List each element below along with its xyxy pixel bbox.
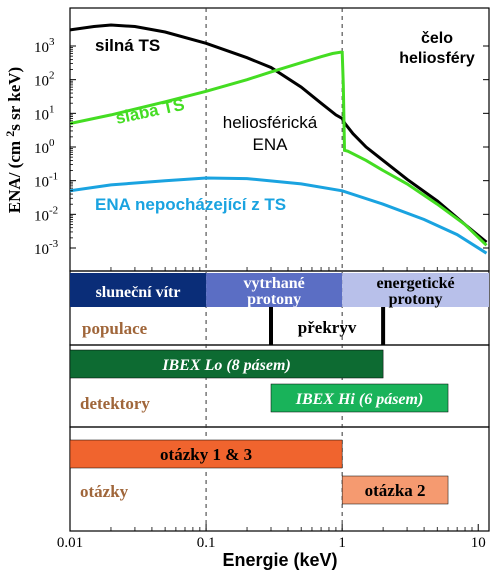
overlap-bracket: překryv [268, 307, 386, 345]
population-band: sluneční vítr vytrhané protony energetické p… [70, 273, 489, 308]
question-bar-0 [69, 439, 343, 469]
y-tick-label-4: 10-1 [34, 171, 58, 191]
population-seg-1 [206, 273, 343, 307]
heliosphere-ena-label: heliosférická ENA [223, 113, 318, 154]
heliopause-label: čelo heliosféry [399, 30, 475, 67]
series-line-0 [70, 23, 488, 244]
detectors-band: IBEX Lo (8 pásem) IBEX Hi (6 pásem) [69, 349, 449, 413]
detectors-title: detektory [80, 394, 150, 413]
x-tick-label-1: 0.1 [197, 535, 216, 551]
y-tick-label-2: 101 [34, 103, 55, 123]
detector-bar-0 [69, 349, 384, 379]
questions-band: otázky 1 & 3 otázka 2 [69, 439, 449, 505]
question-bar-1 [341, 475, 449, 505]
questions-title: otázky [80, 482, 129, 501]
y-axis-label: ENA/ (cm 2s sr keV) [3, 67, 24, 213]
y-tick-label-1: 102 [34, 70, 55, 90]
x-axis-label: Energie (keV) [222, 550, 337, 570]
x-axis-ticks: 0.01 0.1 1 10 [57, 267, 486, 551]
question-label-1: otázka 2 [365, 481, 426, 500]
y-tick-label-3: 100 [34, 137, 55, 157]
x-tick-label-0: 0.01 [57, 535, 83, 551]
population-seg-label-1: vytrhané protony [243, 275, 304, 308]
questions-frame [69, 426, 490, 532]
series-line-1 [70, 50, 488, 247]
x-tick-label-3: 10 [471, 535, 486, 551]
series-line-2 [70, 176, 488, 255]
series-label-non-ts: ENA nepocházející z TS [95, 195, 286, 214]
population-title: populace [82, 319, 148, 338]
overlap-label: překryv [298, 318, 357, 337]
x-tick-label-2: 1 [338, 535, 346, 551]
y-tick-label-5: 10-2 [34, 204, 58, 224]
series-label-strong: silná TS [95, 36, 160, 55]
detector-bar-1 [270, 383, 449, 413]
population-seg-0 [70, 273, 207, 307]
detector-label-0: IBEX Lo (8 pásem) [161, 357, 290, 374]
population-seg-label-0: sluneční vítr [96, 284, 181, 301]
question-label-0: otázky 1 & 3 [160, 445, 252, 464]
detector-label-1: IBEX Hi (6 pásem) [295, 391, 424, 408]
y-tick-label-6: 10-3 [34, 238, 59, 258]
population-seg-label-2: energetické protony [376, 275, 454, 308]
y-axis-ticks: 103 102 101 100 10-1 10-2 10-3 [34, 36, 489, 258]
chart-series [70, 23, 488, 255]
y-tick-label-0: 103 [34, 36, 55, 56]
population-seg-2 [342, 273, 489, 307]
